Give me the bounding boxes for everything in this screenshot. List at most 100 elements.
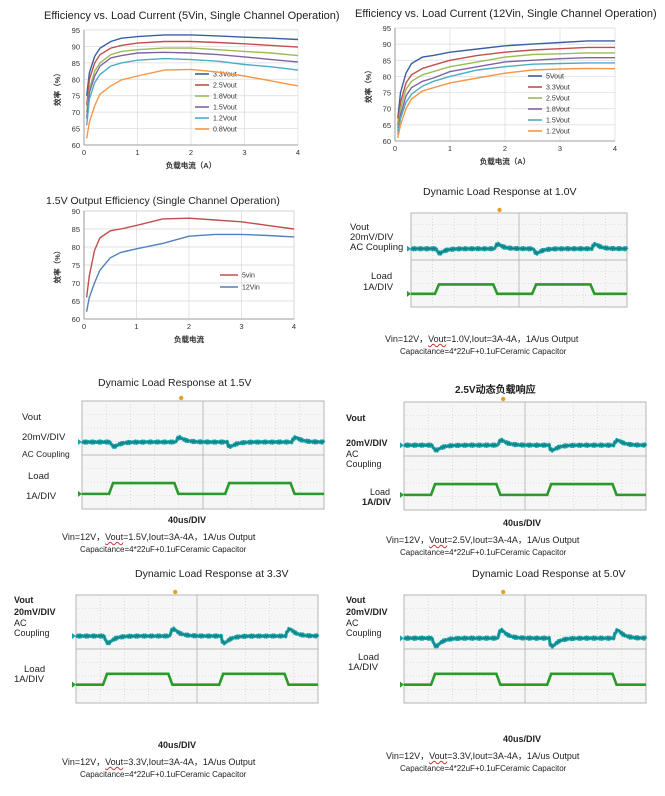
load-trace — [404, 672, 646, 686]
x-axis-label: 负载电流（A） — [480, 156, 530, 166]
x-tick-label: 4 — [292, 322, 296, 331]
series-line-0.8Vout — [86, 68, 299, 139]
y-tick-label: 80 — [72, 243, 80, 252]
scope-plot-1v0 — [407, 207, 629, 308]
y-tick-label: 70 — [72, 279, 80, 288]
scope-plot-2v5 — [400, 396, 648, 511]
channel2-marker — [400, 681, 404, 688]
y-tick-label: 85 — [72, 59, 80, 68]
channel1-marker — [400, 635, 404, 642]
channel1-marker — [72, 633, 76, 640]
load-label: Load — [358, 652, 380, 663]
channel2-marker — [78, 490, 82, 497]
capacitance-caption: Capacitance=4*22uF+0.1uFCeramic Capacito… — [400, 548, 567, 557]
x-tick-label: 1 — [448, 144, 452, 153]
timebase-label: 40us/DIV — [168, 515, 207, 525]
scale-label: 20mV/DIV — [346, 607, 388, 617]
y-tick-label: 75 — [383, 89, 391, 98]
scope-caption: Vin=12V，Vout=2.5V,Iout=3A-4A，1A/us Outpu… — [386, 535, 580, 545]
legend-label: 0.8Vout — [213, 127, 237, 134]
load-div-label: 1A/DIV — [348, 662, 379, 673]
series-line-1.5Vout — [86, 51, 299, 119]
y-tick-label: 65 — [72, 297, 80, 306]
y-tick-label: 85 — [383, 56, 391, 65]
capacitance-caption: Capacitance=4*22uF+0.1uFCeramic Capacito… — [400, 764, 567, 773]
coupling-label: AC — [346, 449, 359, 459]
y-tick-label: 90 — [72, 42, 80, 51]
y-tick-label: 60 — [72, 315, 80, 324]
series-line-1.5Vout — [397, 62, 615, 135]
scope-title-1v5: Dynamic Load Response at 1.5V — [98, 377, 252, 389]
x-tick-label: 4 — [296, 148, 300, 157]
channel1-marker — [407, 245, 411, 252]
scope-title-2v5: 2.5V动态负载响应 — [455, 385, 536, 396]
series-line-5Vout — [397, 40, 615, 119]
series-line-12Vin — [85, 233, 295, 312]
channel2-marker — [407, 290, 411, 297]
trigger-marker — [501, 396, 506, 402]
vout-trace-core — [410, 242, 628, 255]
x-tick-label: 1 — [135, 148, 139, 157]
legend-label: 1.5Vout — [213, 105, 237, 112]
coupling-label: AC Coupling — [350, 242, 404, 253]
y-tick-label: 80 — [72, 75, 80, 84]
y-tick-label: 70 — [72, 108, 80, 117]
vout-label: Vout — [22, 412, 42, 423]
series-line-1.2Vout — [397, 67, 616, 138]
timebase-label: 40us/DIV — [503, 734, 542, 744]
series-line-3.3Vout — [397, 46, 615, 125]
coupling-label: AC — [346, 618, 359, 628]
trigger-marker — [179, 395, 184, 401]
vout-trace-core — [403, 438, 647, 452]
scale-label: 20mV/DIV — [14, 607, 56, 617]
capacitance-caption: Capacitance=4*22uF+0.1uFCeramic Capacito… — [400, 347, 567, 356]
x-tick-label: 2 — [189, 148, 193, 157]
scope-plot-3v3 — [72, 589, 320, 704]
channel2-marker — [400, 491, 404, 498]
y-axis-label: 效率（%） — [52, 69, 62, 106]
coupling-label: AC — [14, 618, 27, 628]
capacitance-caption: Capacitance=4*22uF+0.1uFCeramic Capacito… — [80, 770, 247, 779]
legend-label: 1.8Vout — [546, 107, 570, 114]
vout-label: Vout — [14, 595, 34, 605]
y-tick-label: 90 — [72, 207, 80, 216]
scope-caption: Vin=12V，Vout=1.5V,Iout=3A-4A，1A/us Outpu… — [62, 532, 256, 542]
scope-caption: Vin=12V，Vout=3.3V,Iout=3A-4A，1A/us Outpu… — [62, 757, 256, 767]
efficiency-chart-12vin: 60 65 70 75 80 85 90 95 0 1 2 3 4 负载电流（A） 效率（%） 5Vout 3.… — [363, 24, 617, 166]
x-axis-label: 负载电流 — [174, 334, 204, 344]
x-tick-label: 2 — [503, 144, 507, 153]
load-div-label: 1A/DIV — [363, 282, 394, 293]
y-tick-label: 80 — [383, 72, 391, 81]
load-trace — [82, 481, 324, 496]
legend-label: 5Vout — [546, 74, 564, 81]
series-line-2.5Vout — [86, 40, 299, 106]
load-div-label: 1A/DIV — [362, 497, 392, 507]
coupling-label: AC Coupling — [22, 449, 70, 459]
y-tick-label: 65 — [383, 121, 391, 130]
vout-trace-core — [81, 435, 325, 449]
legend-label: 3.3Vout — [546, 85, 570, 92]
scope-caption: Vin=12V，Vout=3.3V,Iout=3A-4A，1A/us Outpu… — [386, 751, 580, 761]
legend-label: 1.8Vout — [213, 94, 237, 101]
chart-title-eff12: Efficiency vs. Load Current (12Vin, Sing… — [355, 8, 657, 20]
vout-trace-core — [75, 627, 319, 645]
scale-label: 20mV/DIV — [350, 232, 394, 243]
load-trace — [404, 482, 646, 497]
vout-label: Vout — [346, 413, 366, 423]
legend-label: 2.5Vout — [213, 83, 237, 90]
legend-label: 2.5Vout — [546, 96, 570, 103]
series-line-5vin — [85, 217, 295, 298]
x-tick-label: 3 — [558, 144, 562, 153]
scope-title-5v0: Dynamic Load Response at 5.0V — [472, 568, 626, 580]
trigger-marker — [173, 589, 178, 595]
chart-title-eff5: Efficiency vs. Load Current (5Vin, Singl… — [44, 10, 340, 22]
load-div-label: 1A/DIV — [14, 674, 45, 685]
load-label: Load — [371, 271, 393, 282]
trigger-marker — [497, 207, 502, 213]
y-tick-label: 70 — [383, 105, 391, 114]
timebase-label: 40us/DIV — [158, 740, 197, 750]
x-tick-label: 0 — [82, 322, 86, 331]
series-line-1.8Vout — [86, 47, 299, 113]
series-line-3.3Vout — [86, 34, 299, 96]
y-tick-label: 85 — [72, 225, 80, 234]
